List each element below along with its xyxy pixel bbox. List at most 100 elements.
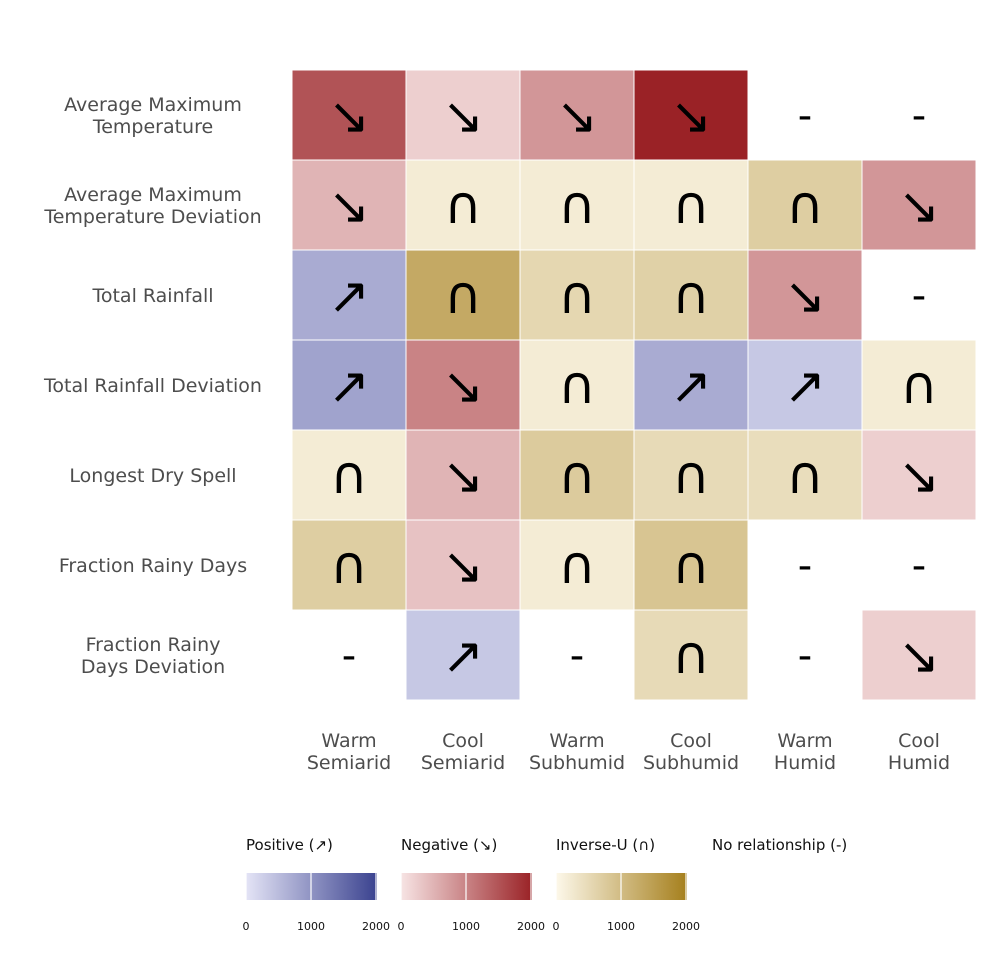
- heatmap-cell-r4-c0: [291, 429, 407, 521]
- cell-symbol-r6-c3: ∩: [672, 626, 710, 686]
- legend-title-none: No relationship (-): [712, 836, 847, 854]
- heatmap-cell-r0-c0: [291, 69, 407, 161]
- cell-symbol-r0-c2: ↘: [556, 87, 598, 145]
- cell-symbol-r5-c2: ∩: [558, 536, 596, 596]
- heatmap-cell-r2-c1: [405, 249, 521, 341]
- cell-symbol-r4-c2: ∩: [558, 446, 596, 506]
- cell-symbol-r2-c0: ↗: [328, 267, 370, 325]
- heatmap-cell-r4-c3: [633, 429, 749, 521]
- legend: Positive (↗) 0 1000 2000 Negative (↘) 0 1000 20…: [243, 836, 848, 933]
- cell-symbol-r2-c2: ∩: [558, 266, 596, 326]
- cell-symbol-r5-c5: -: [912, 543, 926, 589]
- column-label: Cool Subhumid: [643, 730, 739, 774]
- heatmap-cell-r1-c1: [405, 159, 521, 251]
- cell-symbol-r0-c5: -: [912, 93, 926, 139]
- legend-tick-label: 2000: [517, 920, 545, 933]
- cell-symbol-r5-c4: -: [798, 543, 812, 589]
- cell-symbol-r3-c1: ↘: [442, 357, 484, 415]
- cell-symbol-r1-c5: ↘: [898, 177, 940, 235]
- heatmap-cell-r5-c3: [633, 519, 749, 611]
- legend-title-inverse_u: Inverse-U (∩): [556, 836, 655, 854]
- heatmap-cell-r3-c5: [861, 339, 977, 431]
- column-label: Warm Semiarid: [307, 730, 391, 774]
- legend-tick-label: 2000: [362, 920, 390, 933]
- cell-symbol-r3-c5: ∩: [900, 356, 938, 416]
- column-label: Cool Semiarid: [421, 730, 505, 774]
- cell-symbol-r3-c4: ↗: [784, 357, 826, 415]
- heatmap-cell-r3-c1: [405, 339, 521, 431]
- column-labels: Warm Semiarid Cool Semiarid Warm Subhumid Cool…: [307, 730, 950, 774]
- legend-tick-label: 0: [398, 920, 405, 933]
- heatmap-cell-r2-c2: [519, 249, 635, 341]
- legend-tick-label: 1000: [297, 920, 325, 933]
- row-label: Average Maximum Temperature Deviation: [43, 184, 261, 228]
- cell-symbol-r3-c2: ∩: [558, 356, 596, 416]
- cell-symbol-r2-c3: ∩: [672, 266, 710, 326]
- cell-symbol-r1-c4: ∩: [786, 176, 824, 236]
- legend-title-positive: Positive (↗): [246, 836, 333, 854]
- legend-tick-label: 0: [553, 920, 560, 933]
- cell-symbol-r5-c3: ∩: [672, 536, 710, 596]
- heatmap-cell-r1-c3: [633, 159, 749, 251]
- cell-symbol-r4-c4: ∩: [786, 446, 824, 506]
- cell-symbol-r4-c0: ∩: [330, 446, 368, 506]
- heatmap-cell-r6-c3: [633, 609, 749, 701]
- row-label: Fraction Rainy Days: [59, 555, 247, 577]
- heatmap-cell-r2-c3: [633, 249, 749, 341]
- heatmap-cell-r3-c4: [747, 339, 863, 431]
- column-label: Cool Humid: [888, 730, 950, 774]
- cell-symbol-r6-c0: -: [342, 633, 356, 679]
- heatmap-cell-r3-c0: [291, 339, 407, 431]
- cell-symbol-r6-c4: -: [798, 633, 812, 679]
- cell-symbol-r6-c2: -: [570, 633, 584, 679]
- row-labels: Average Maximum Temperature Average Maximu…: [43, 94, 262, 678]
- column-label: Warm Humid: [774, 730, 836, 774]
- heatmap-cell-r6-c1: [405, 609, 521, 701]
- cell-symbol-r0-c4: -: [798, 93, 812, 139]
- heatmap-cell-r0-c2: [519, 69, 635, 161]
- cell-symbol-r3-c0: ↗: [328, 357, 370, 415]
- heatmap-cell-r4-c1: [405, 429, 521, 521]
- legend-tick-label: 0: [243, 920, 250, 933]
- cell-symbol-r0-c3: ↘: [670, 87, 712, 145]
- cell-symbol-r6-c5: ↘: [898, 627, 940, 685]
- heatmap-cell-r2-c4: [747, 249, 863, 341]
- heatmap-cells: ↘ ↘ ↘ ↘ - - ↘ ∩ ∩ ∩ ∩ ↘ ↗ ∩ ∩ ∩ ↘ - ↗ ↘ ∩ ↗ ↗ ∩ ∩ ↘ ∩ ∩ ∩ ↘ ∩ ↘ ∩ ∩ - - - ↗ - ∩…: [291, 69, 977, 701]
- cell-symbol-r2-c4: ↘: [784, 267, 826, 325]
- heatmap-cell-r1-c0: [291, 159, 407, 251]
- heatmap-cell-r6-c5: [861, 609, 977, 701]
- heatmap-cell-r5-c0: [291, 519, 407, 611]
- cell-symbol-r3-c3: ↗: [670, 357, 712, 415]
- legend-tick-label: 2000: [672, 920, 700, 933]
- heatmap-cell-r1-c5: [861, 159, 977, 251]
- cell-symbol-r1-c1: ∩: [444, 176, 482, 236]
- cell-symbol-r5-c1: ↘: [442, 537, 484, 595]
- heatmap-cell-r5-c1: [405, 519, 521, 611]
- heatmap-cell-r3-c2: [519, 339, 635, 431]
- legend-title-negative: Negative (↘): [401, 836, 497, 854]
- row-label: Total Rainfall: [91, 285, 213, 307]
- cell-symbol-r2-c5: -: [912, 273, 926, 319]
- cell-symbol-r1-c2: ∩: [558, 176, 596, 236]
- legend-tick-label: 1000: [452, 920, 480, 933]
- cell-symbol-r4-c3: ∩: [672, 446, 710, 506]
- row-label: Average Maximum Temperature: [64, 94, 242, 138]
- heatmap-cell-r0-c3: [633, 69, 749, 161]
- cell-symbol-r6-c1: ↗: [442, 627, 484, 685]
- cell-symbol-r1-c0: ↘: [328, 177, 370, 235]
- legend-tick-label: 1000: [607, 920, 635, 933]
- heatmap-cell-r4-c5: [861, 429, 977, 521]
- cell-symbol-r2-c1: ∩: [444, 266, 482, 326]
- row-label: Fraction Rainy Days Deviation: [81, 634, 225, 678]
- cell-symbol-r0-c0: ↘: [328, 87, 370, 145]
- row-label: Total Rainfall Deviation: [43, 375, 262, 397]
- cell-symbol-r4-c5: ↘: [898, 447, 940, 505]
- heatmap-cell-r3-c3: [633, 339, 749, 431]
- cell-symbol-r4-c1: ↘: [442, 447, 484, 505]
- row-label: Longest Dry Spell: [69, 465, 236, 487]
- column-label: Warm Subhumid: [529, 730, 625, 774]
- cell-symbol-r0-c1: ↘: [442, 87, 484, 145]
- heatmap-cell-r0-c1: [405, 69, 521, 161]
- cell-symbol-r5-c0: ∩: [330, 536, 368, 596]
